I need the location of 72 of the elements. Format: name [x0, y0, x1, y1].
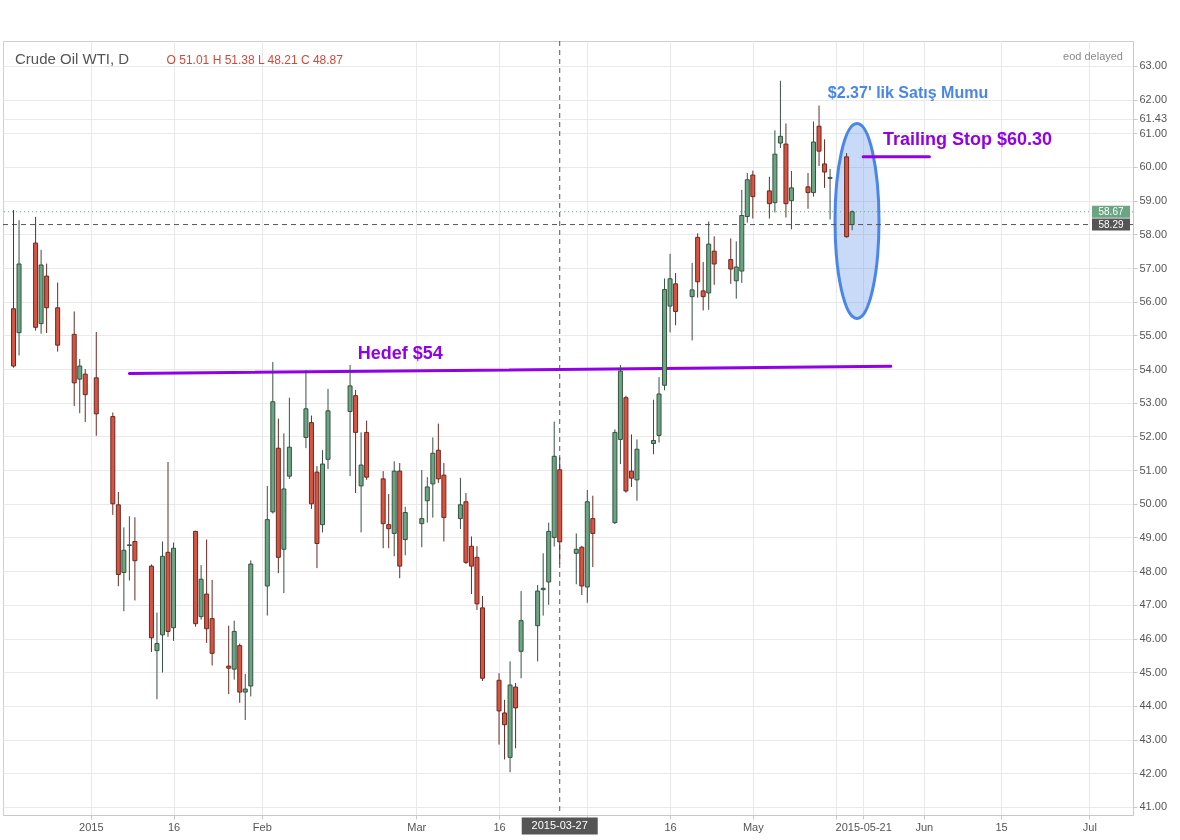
candlestick [419, 469, 425, 548]
x-tick-label: Jul [1082, 820, 1097, 833]
candlestick [386, 493, 392, 549]
y-tick-label: 41.00 [1139, 800, 1168, 813]
x-tick-label: 15 [995, 820, 1008, 833]
candlestick [154, 612, 160, 700]
candlestick [689, 262, 695, 341]
x-tick-label: 16 [167, 820, 181, 833]
y-tick-label: 60.00 [1139, 160, 1168, 173]
y-tick-label: 56.00 [1139, 295, 1168, 308]
candlestick [226, 625, 232, 695]
annotation: eod delayed [1063, 50, 1123, 62]
x-tick-label: 2015 [79, 820, 104, 833]
x-tick-label: 16 [493, 820, 506, 833]
candlestick [573, 532, 579, 585]
candlestick [424, 476, 430, 524]
series-label: Trailing Stop $60.30 [883, 128, 1053, 149]
ref-line-label: 58.29 [1098, 218, 1124, 230]
x-tick-label: 16 [664, 820, 677, 833]
candlestick [126, 515, 132, 582]
candlestick [513, 682, 519, 749]
y-tick-label: 59.00 [1139, 194, 1168, 207]
candlestick [132, 516, 138, 601]
y-tick-label: 55.00 [1139, 328, 1168, 341]
annotation: $2.37' lik Satış Mumu [827, 84, 989, 101]
y-tick-label: 63.00 [1139, 59, 1168, 72]
candlestick [651, 399, 657, 455]
candlestick [457, 477, 463, 530]
ref-line-label: 58.67 [1098, 205, 1124, 217]
y-tick-label: 42.00 [1139, 766, 1168, 779]
y-tick-label: 57.00 [1139, 261, 1168, 274]
candlestick [358, 431, 364, 533]
y-tick-label: 52.00 [1139, 429, 1168, 442]
candlestick [805, 172, 811, 210]
candlestick [728, 237, 734, 285]
y-tick-label: 43.00 [1139, 733, 1168, 746]
y-tick-label: 53.00 [1139, 396, 1168, 409]
y-tick-label: 49.00 [1139, 530, 1168, 543]
y-tick-label: 61.43 [1139, 112, 1168, 125]
x-tick-label: Mar [407, 820, 427, 833]
candlestick [822, 138, 828, 189]
y-tick-label: 44.00 [1139, 699, 1168, 712]
candlestick [540, 552, 546, 617]
y-tick-label: 50.00 [1139, 497, 1168, 510]
y-tick-label: 62.00 [1139, 93, 1168, 106]
candlestick [242, 673, 248, 721]
candlestick [711, 235, 717, 286]
series-label: Hedef $54 [357, 343, 443, 364]
text: O 51.01 H 51.38 L 48.21 C 48.87 [166, 53, 344, 67]
candlestick [590, 495, 596, 568]
y-tick-label: 45.00 [1139, 665, 1168, 678]
candlestick [121, 526, 127, 612]
candlestick [77, 358, 83, 414]
y-tick-label: 54.00 [1139, 362, 1168, 375]
x-tick-label: Jun [915, 820, 934, 833]
text: Crude Oil WTI, D [15, 50, 130, 67]
candlestick [502, 699, 508, 760]
candlestick [766, 176, 772, 219]
candlestick [700, 261, 706, 311]
y-tick-label: 47.00 [1139, 598, 1168, 611]
candlestick [750, 170, 756, 219]
candlestick [82, 368, 88, 423]
y-tick-label: 58.00 [1139, 227, 1168, 240]
y-tick-label: 51.00 [1139, 463, 1168, 476]
y-tick-label: 61.00 [1139, 126, 1168, 139]
x-tick-label: Feb [252, 820, 272, 833]
y-tick-label: 48.00 [1139, 564, 1168, 577]
ref-line-label: 2015-03-27 [531, 819, 588, 831]
x-tick-label: 2015-05-21 [835, 820, 892, 833]
y-tick-label: 46.00 [1139, 632, 1168, 645]
candlestick [777, 80, 783, 149]
x-tick-label: May [742, 820, 765, 833]
